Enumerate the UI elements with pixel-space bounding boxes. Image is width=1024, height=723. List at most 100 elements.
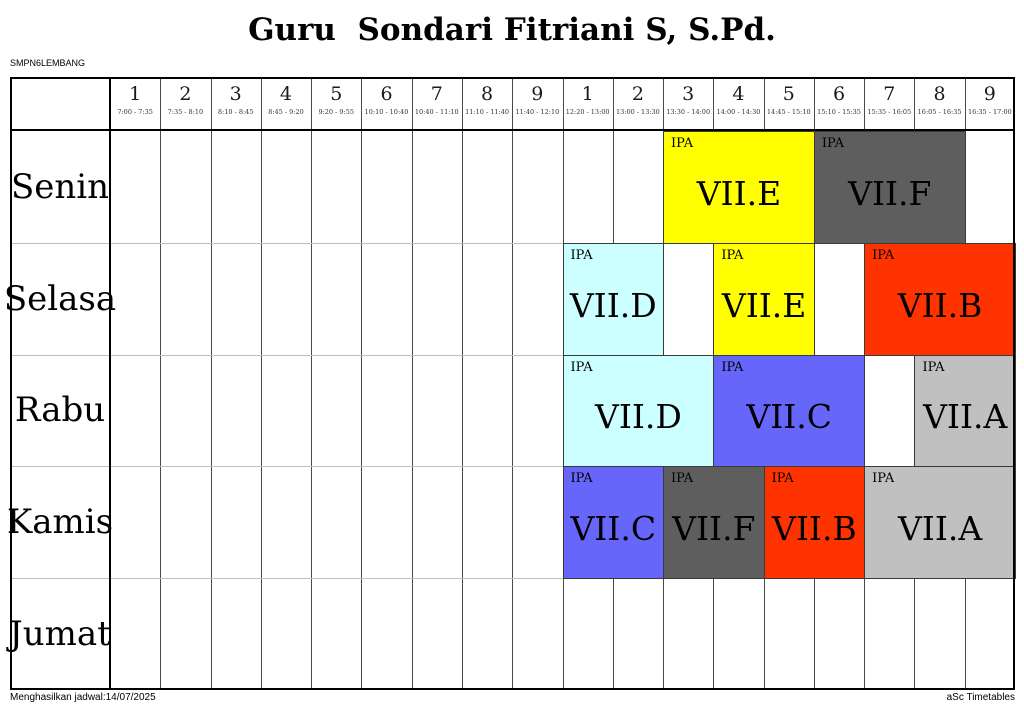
period-header-cell: 7 15:35 - 16:05 <box>864 77 914 131</box>
lesson-cell-vii-c: IPA VII.C <box>713 354 866 468</box>
class-name-label: VII.F <box>848 173 932 213</box>
subject-label: IPA <box>721 247 744 263</box>
period-header-cell: 3 8:10 - 8:45 <box>211 77 261 131</box>
period-time: 12:20 - 13:00 <box>565 108 610 116</box>
column-gridline <box>160 77 162 690</box>
period-header-cell: 6 10:10 - 10:40 <box>361 77 411 131</box>
lesson-cell-vii-a: IPA VII.A <box>864 466 1016 580</box>
lesson-cell-vii-b: IPA VII.B <box>763 466 866 580</box>
period-time: 10:40 - 11:10 <box>414 108 459 116</box>
row-gridline <box>10 354 1015 356</box>
day-column-border <box>109 77 111 690</box>
school-label: SMPN6LEMBANG <box>10 58 86 68</box>
lesson-cell-vii-d: IPA VII.D <box>562 354 715 468</box>
lesson-cell-vii-c: IPA VII.C <box>562 466 665 580</box>
row-gridline <box>10 466 1015 468</box>
subject-label: IPA <box>922 359 945 375</box>
period-number: 1 <box>129 83 142 105</box>
period-number: 4 <box>732 83 745 105</box>
period-header-cell: 1 12:20 - 13:00 <box>563 77 613 131</box>
class-name-label: VII.F <box>672 509 756 549</box>
page-title: Guru Sondari Fitriani S, S.Pd. <box>248 12 776 48</box>
column-gridline <box>512 77 514 690</box>
period-number: 2 <box>179 83 192 105</box>
period-time: 10:10 - 10:40 <box>364 108 409 116</box>
period-number: 9 <box>983 83 996 105</box>
period-number: 3 <box>682 83 695 105</box>
period-header-cell: 7 10:40 - 11:10 <box>412 77 462 131</box>
period-header-cell: 8 11:10 - 11:40 <box>462 77 512 131</box>
class-name-label: VII.A <box>923 397 1008 437</box>
period-time: 9:20 - 9:55 <box>318 108 354 116</box>
subject-label: IPA <box>721 359 744 375</box>
app-credit-label: aSc Timetables <box>946 692 1015 703</box>
class-name-label: VII.C <box>746 397 833 437</box>
period-number: 7 <box>430 83 443 105</box>
class-name-label: VII.A <box>897 509 983 549</box>
period-time: 13:30 - 14:00 <box>666 108 711 116</box>
class-name-label: VII.E <box>721 285 807 325</box>
period-time: 8:45 - 9:20 <box>268 108 304 116</box>
period-time: 16:35 - 17:00 <box>967 108 1012 116</box>
period-header-cell: 4 8:45 - 9:20 <box>261 77 311 131</box>
period-time: 14:45 - 15:10 <box>766 108 811 116</box>
row-gridline <box>10 242 1015 244</box>
column-gridline <box>361 77 363 690</box>
period-time: 15:35 - 16:05 <box>867 108 912 116</box>
period-number: 2 <box>631 83 644 105</box>
class-name-label: VII.B <box>897 285 983 325</box>
period-number: 5 <box>782 83 795 105</box>
header-bottom-border <box>10 129 1015 131</box>
subject-label: IPA <box>570 247 593 263</box>
period-number: 9 <box>531 83 544 105</box>
period-time: 7:35 - 8:10 <box>167 108 204 116</box>
period-number: 6 <box>832 83 846 105</box>
period-time: 11:10 - 11:40 <box>465 108 509 116</box>
period-time: 13:00 - 13:30 <box>616 108 660 116</box>
period-number: 7 <box>883 83 896 105</box>
period-number: 3 <box>229 83 242 105</box>
period-header-cell: 5 9:20 - 9:55 <box>311 77 361 131</box>
lesson-cell-vii-a: IPA VII.A <box>914 354 1016 468</box>
class-name-label: VII.D <box>569 285 657 325</box>
column-gridline <box>411 77 413 690</box>
generated-date-label: Menghasilkan jadwal:14/07/2025 <box>10 692 156 703</box>
period-time: 15:10 - 15:35 <box>817 108 861 116</box>
subject-label: IPA <box>872 471 895 487</box>
period-header-cell: 6 15:10 - 15:35 <box>814 77 864 131</box>
class-name-label: VII.B <box>772 509 857 549</box>
period-header-cell: 9 11:40 - 12:10 <box>512 77 562 131</box>
column-gridline <box>210 77 212 690</box>
lesson-cell-vii-f: IPA VII.F <box>663 466 765 580</box>
day-label-selasa: Selasa <box>3 278 117 319</box>
period-number: 4 <box>279 83 292 105</box>
subject-label: IPA <box>671 136 694 151</box>
day-label-jumat: Jumat <box>9 614 111 655</box>
period-time: 8:10 - 8:45 <box>217 108 254 116</box>
day-label-senin: Senin <box>10 166 110 207</box>
subject-label: IPA <box>872 247 895 263</box>
day-label-kamis: Kamis <box>6 502 114 543</box>
day-label-rabu: Rabu <box>14 390 106 431</box>
period-header-cell: 5 14:45 - 15:10 <box>764 77 814 131</box>
period-number: 5 <box>330 83 343 105</box>
row-gridline <box>10 578 1015 580</box>
period-header-cell: 2 13:00 - 13:30 <box>613 77 663 131</box>
period-time: 16:05 - 16:35 <box>917 108 962 116</box>
period-number: 6 <box>380 83 393 105</box>
subject-label: IPA <box>671 471 694 487</box>
period-number: 8 <box>933 83 946 105</box>
period-number: 1 <box>581 83 594 105</box>
class-name-label: VII.D <box>594 397 682 437</box>
subject-label: IPA <box>570 359 593 375</box>
period-header-cell: 3 13:30 - 14:00 <box>663 77 713 131</box>
lesson-cell-vii-d: IPA VII.D <box>562 242 665 356</box>
period-time: 14:00 - 14:30 <box>716 108 761 116</box>
lesson-cell-vii-e: IPA VII.E <box>663 131 815 244</box>
column-gridline <box>311 77 313 690</box>
period-header-cell: 9 16:35 - 17:00 <box>965 77 1015 131</box>
lesson-cell-vii-e: IPA VII.E <box>713 242 815 356</box>
class-name-label: VII.C <box>570 509 657 549</box>
column-gridline <box>461 77 463 690</box>
